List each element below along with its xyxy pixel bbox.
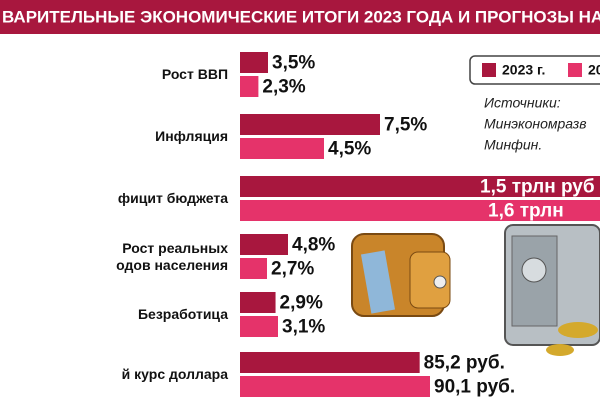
value-label: 3,5% [272,53,315,74]
bar [240,76,259,97]
bar [240,292,276,313]
bar [240,234,288,255]
safe [504,224,600,356]
legend-swatch [568,63,582,77]
value-label: 1,6 трлн [488,201,564,222]
legend-swatch [482,63,496,77]
bar [240,316,278,337]
bar [240,376,430,397]
source-note: Источники: [484,95,561,111]
value-label: 3,1% [282,317,325,338]
value-label: 85,2 руб. [424,353,505,374]
value-label: 7,5% [384,115,427,136]
bar [240,176,600,197]
value-label: 2,7% [271,259,314,280]
source-note: Минфин. [484,137,542,153]
legend-label: 2023 г. [502,62,545,78]
wallet [351,233,451,317]
legend-label: 20 [588,62,600,78]
bar [240,258,267,279]
category-label: Рост реальных одов населения [116,239,228,273]
bar [240,52,268,73]
category-label: й курс доллара [121,366,228,382]
value-label: 4,5% [328,139,371,160]
chart-title: ВАРИТЕЛЬНЫЕ ЭКОНОМИЧЕСКИЕ ИТОГИ 2023 ГОД… [2,7,600,26]
category-label: Инфляция [155,128,228,144]
bar [240,200,600,221]
value-label: 2,9% [280,293,323,314]
bar [240,138,324,159]
title-band [0,0,600,34]
category-label: фицит бюджета [117,190,228,206]
category-label: Рост ВВП [161,66,228,82]
category-label: Безработица [137,306,228,322]
bar [240,352,420,373]
source-note: Минэкономразв [484,116,587,132]
value-label: 2,3% [262,77,305,98]
value-label: 1,5 трлн руб [480,177,595,198]
value-label: 4,8% [292,235,335,256]
bar [240,114,380,135]
value-label: 90,1 руб. [434,377,515,398]
legend-box [469,55,600,85]
